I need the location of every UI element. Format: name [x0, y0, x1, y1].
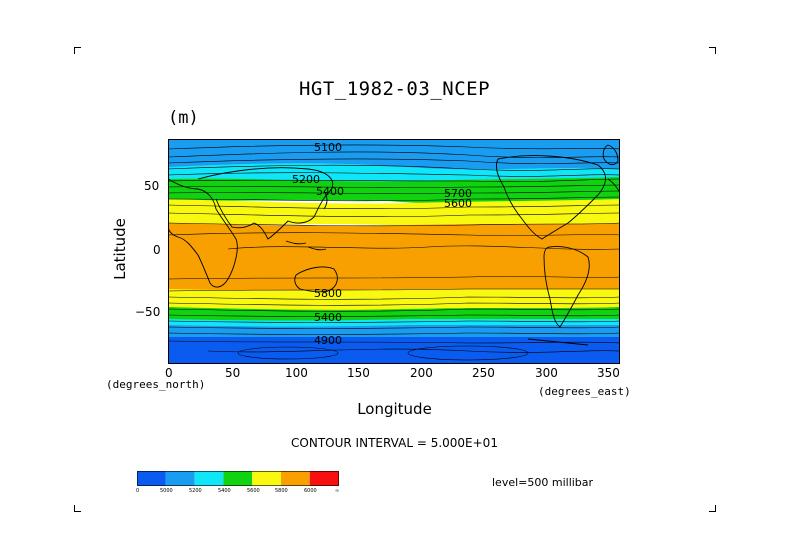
colorbar-label-5200: 5200: [189, 488, 202, 494]
colorbar-swatch-4: [223, 471, 253, 486]
colorbar-label-5800: 5800: [275, 488, 288, 494]
x-tick-250: 250: [472, 366, 495, 380]
coastlines: [168, 144, 620, 346]
contour-label-south-top: 5800: [314, 287, 342, 300]
y-axis-label: Latitude: [111, 218, 129, 280]
band-tropics-orange: [168, 223, 620, 291]
x-tick-100: 100: [285, 366, 308, 380]
y-units-label: (degrees_north): [106, 378, 206, 391]
x-tick-350: 350: [597, 366, 620, 380]
colorbar-label-infinity: ∞: [335, 488, 340, 494]
contour-label-south-mid: 5400: [314, 311, 342, 324]
x-tick-150: 150: [347, 366, 370, 380]
contour-label-north-right2: 5600: [444, 197, 472, 210]
corner-mark-bottom-left: [74, 505, 81, 512]
x-tick-0: 0: [165, 366, 173, 380]
y-tick-minus-50: −50: [135, 305, 161, 319]
corner-mark-top-right: [709, 47, 716, 54]
x-tick-50: 50: [225, 366, 241, 380]
colorbar-swatch-6: [281, 471, 310, 486]
y-tick-0: 0: [153, 243, 161, 257]
corner-mark-bottom-right: [709, 505, 716, 512]
band-north-yellow: [168, 199, 620, 227]
colorbar-label-6000: 6000: [304, 488, 317, 494]
contour-label-north-mid: 5200: [292, 173, 320, 186]
corner-mark-top-left: [74, 47, 81, 54]
colorbar-label-5600: 5600: [247, 488, 260, 494]
level-text: level=500 millibar: [492, 476, 594, 489]
colorbar-swatch-5: [252, 471, 281, 486]
colorbar: [137, 471, 339, 486]
map-plot: 5100 5200 5400 5700 5600 5800 5400 4900: [168, 139, 620, 364]
x-tick-200: 200: [410, 366, 433, 380]
x-units-label: (degrees_east): [538, 385, 631, 398]
contour-interval-text: CONTOUR INTERVAL = 5.000E+01: [291, 436, 498, 450]
plot-title: HGT_1982-03_NCEP: [298, 78, 491, 100]
contour-lines: [168, 144, 620, 361]
contour-label-north-right: 5700: [444, 187, 472, 200]
units-label: (m): [168, 108, 199, 128]
band-south-yellow: [168, 289, 620, 312]
colorbar-label-5000: 5000: [160, 488, 173, 494]
plot-frame: [168, 139, 620, 364]
colorbar-swatch-2: [165, 471, 195, 486]
y-tick-50: 50: [144, 179, 160, 193]
x-axis-label: Longitude: [357, 400, 432, 418]
colorbar-swatch-1: [137, 471, 166, 486]
band-south-light-blue: [168, 325, 620, 339]
colorbar-swatch-7: [309, 471, 339, 486]
contour-label-north-top: 5100: [314, 141, 342, 154]
colorbar-label-5400: 5400: [218, 488, 231, 494]
contour-label-south-bottom: 4900: [314, 334, 342, 347]
contour-label-north-mid2: 5400: [316, 185, 344, 198]
colorbar-label-0: 0: [136, 488, 140, 494]
colorbar-swatch-3: [194, 471, 224, 486]
band-north-green: [168, 177, 620, 205]
x-tick-300: 300: [535, 366, 558, 380]
